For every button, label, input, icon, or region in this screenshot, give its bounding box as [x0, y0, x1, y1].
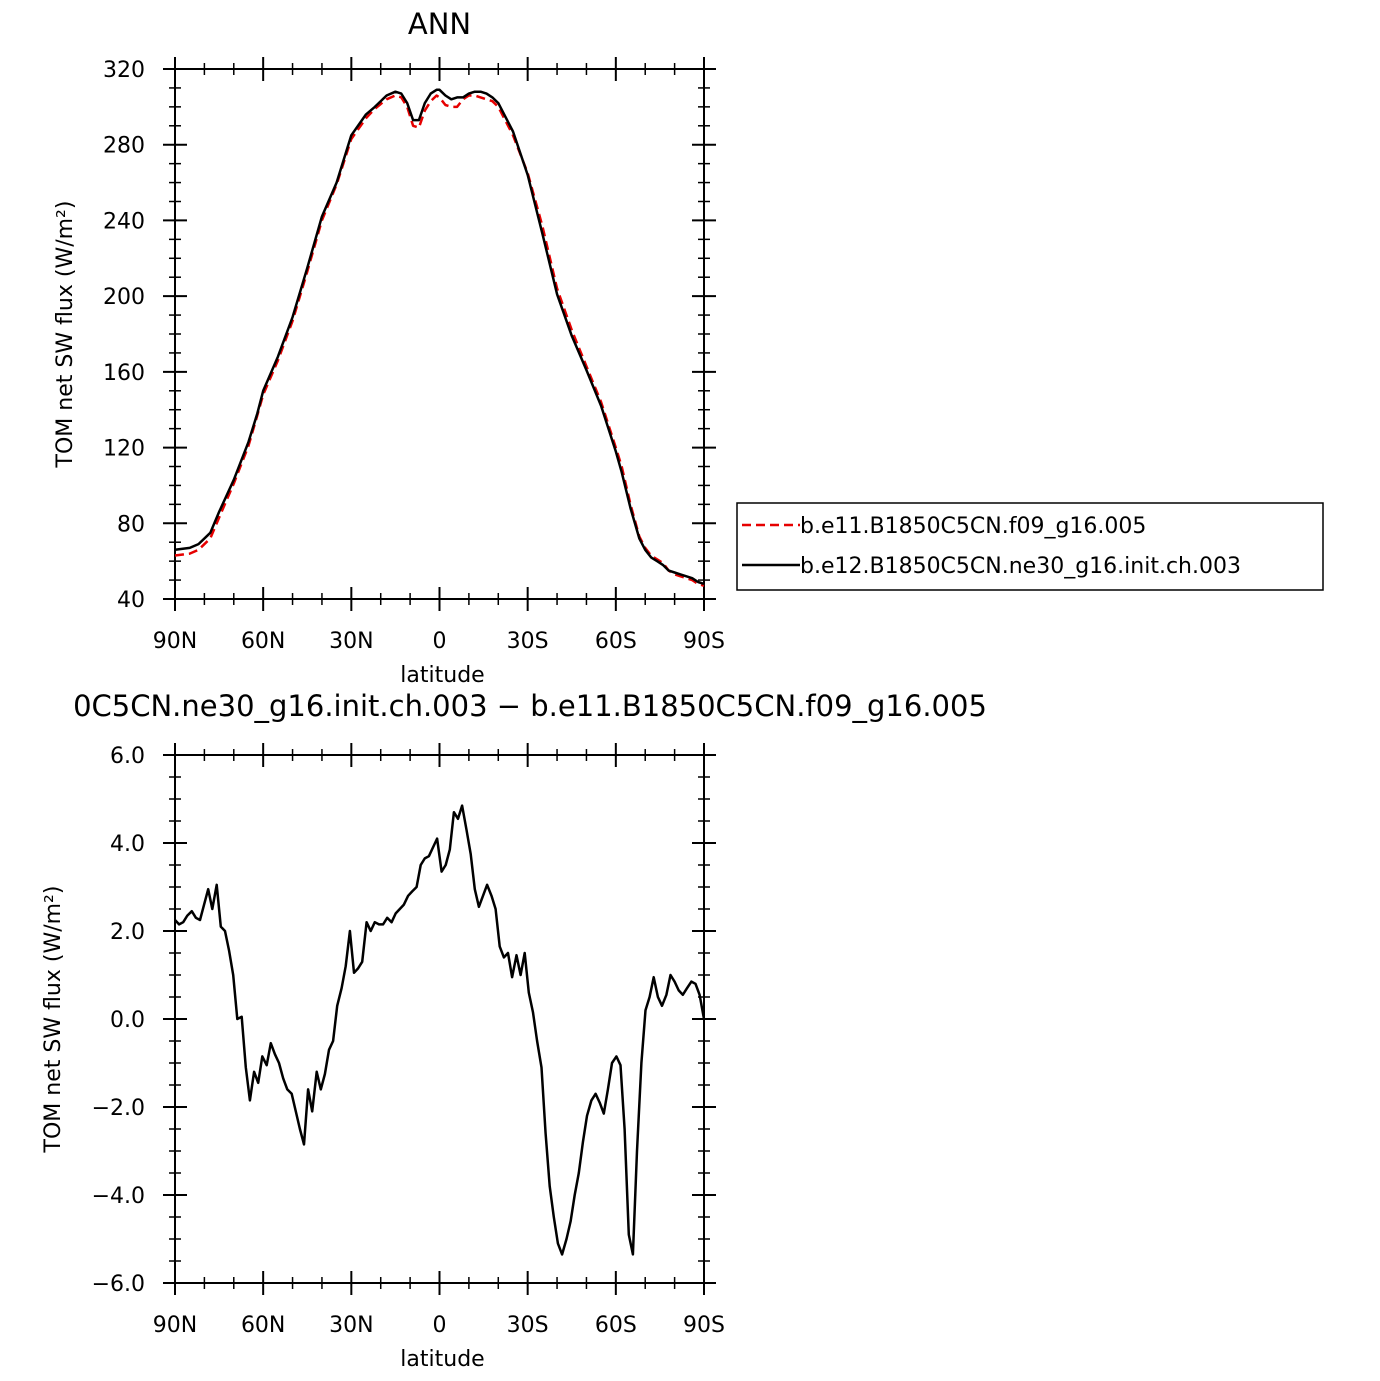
y-tick-label: 0.0	[110, 1008, 145, 1033]
x-tick-label: 90S	[683, 1313, 725, 1338]
y-tick-label: 240	[103, 209, 145, 234]
x-tick-label: 90S	[683, 629, 725, 654]
x-axis-label: latitude	[400, 663, 484, 688]
y-tick-label: 160	[103, 361, 145, 386]
plot-frame	[174, 68, 705, 600]
chart-title: 0C5CN.ne30_g16.init.ch.003 − b.e11.B1850…	[73, 689, 987, 723]
y-tick-label: 280	[103, 134, 145, 159]
plot-frame	[174, 754, 705, 1284]
x-tick-label: 30S	[507, 1313, 549, 1338]
x-tick-label: 30N	[329, 1313, 373, 1338]
legend-box	[736, 502, 1324, 591]
y-tick-label: 120	[103, 437, 145, 462]
x-tick-label: 60S	[595, 629, 637, 654]
series-line-2	[174, 88, 705, 586]
legend: b.e11.B1850C5CN.f09_g16.005 b.e12.B1850C5…	[736, 502, 1324, 591]
y-tick-label: 320	[103, 58, 145, 83]
x-tick-label: 0	[433, 1313, 447, 1338]
chart-panel-1: ANN 40 80 120 160 200 240 280 320 90N 60N 30N 0 30S 60…	[53, 7, 1324, 688]
x-tick-label: 30N	[329, 629, 373, 654]
legend-label-1: b.e11.B1850C5CN.f09_g16.005	[800, 514, 1146, 539]
y-tick-label: −6.0	[92, 1272, 145, 1297]
x-axis-label: latitude	[400, 1347, 484, 1372]
y-tick-label: 80	[117, 512, 145, 537]
y-tick-label: 40	[117, 588, 145, 613]
x-tick-label: 0	[433, 629, 447, 654]
x-tick-label: 60N	[241, 629, 285, 654]
y-axis-label: TOM net SW flux (W/m²)	[53, 201, 78, 469]
y-tick-label: 2.0	[110, 920, 145, 945]
y-tick-label: −4.0	[92, 1184, 145, 1209]
chart-title: ANN	[408, 7, 471, 41]
y-axis-label: TOM net SW flux (W/m²)	[41, 886, 66, 1154]
legend-label-2: b.e12.B1850C5CN.ne30_g16.init.ch.003	[800, 554, 1241, 579]
x-tick-label: 90N	[153, 1313, 197, 1338]
y-tick-label: 6.0	[110, 744, 145, 769]
y-tick-label: 4.0	[110, 832, 145, 857]
y-tick-label: −2.0	[92, 1096, 145, 1121]
x-tick-label: 30S	[507, 629, 549, 654]
chart-panel-2: 0C5CN.ne30_g16.init.ch.003 − b.e11.B1850…	[41, 689, 987, 1372]
series-line-1	[174, 94, 705, 587]
x-tick-label: 90N	[153, 629, 197, 654]
x-tick-label: 60N	[241, 1313, 285, 1338]
y-tick-label: 200	[103, 285, 145, 310]
x-tick-label: 60S	[595, 1313, 637, 1338]
series-line-1	[174, 804, 706, 1256]
